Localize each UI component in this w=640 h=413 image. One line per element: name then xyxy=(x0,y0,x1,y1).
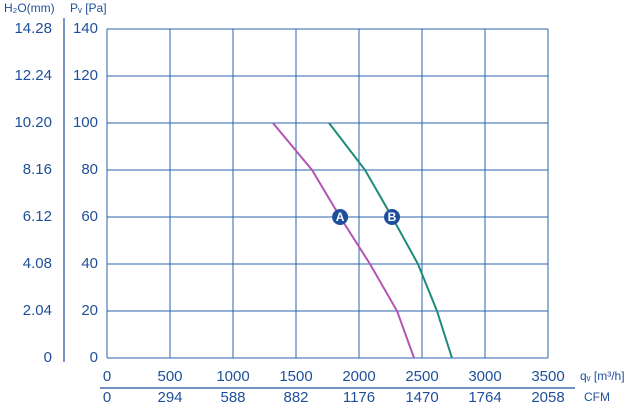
y2-tick-label: 12.24 xyxy=(14,67,52,84)
x-axis-label: qᵥ [m³/h] xyxy=(580,369,625,383)
y-tick-label: 60 xyxy=(81,208,98,225)
y2-tick-label: 6.12 xyxy=(23,208,52,225)
x-tick-label: 1500 xyxy=(279,368,312,385)
x-tick-label: 3500 xyxy=(531,368,564,385)
x2-tick-label: 1176 xyxy=(343,389,375,406)
series-marker xyxy=(332,209,349,225)
y2-tick-label: 4.08 xyxy=(23,255,52,272)
y2-tick-label: 2.04 xyxy=(23,302,52,319)
x2-axis-label: CFM xyxy=(584,390,610,404)
y2-axis-label: H₂O(mm) xyxy=(4,1,55,15)
y-tick-label: 120 xyxy=(73,67,98,84)
y-tick-label: 80 xyxy=(81,161,98,178)
series-line xyxy=(328,122,453,359)
series-line xyxy=(272,122,416,359)
x-tick-label: 1000 xyxy=(216,368,249,385)
y2-tick-label: 0 xyxy=(44,349,52,366)
x2-tick-label: 294 xyxy=(157,389,182,406)
x2-tick-label: 2058 xyxy=(531,389,564,406)
y2-tick-label: 14.28 xyxy=(14,20,52,37)
x-tick-label: 500 xyxy=(157,368,182,385)
y-tick-label: 140 xyxy=(73,20,98,37)
x2-tick-label: 0 xyxy=(103,389,111,406)
y2-tick-label: 8.16 xyxy=(23,161,52,178)
y-tick-label: 100 xyxy=(73,114,98,131)
x-tick-label: 2500 xyxy=(405,368,438,385)
y2-tick-label: 10.20 xyxy=(14,114,52,131)
y-tick-label: 20 xyxy=(81,302,98,319)
x2-tick-label: 1764 xyxy=(468,389,501,406)
series-label: B xyxy=(388,210,397,224)
y-tick-label: 0 xyxy=(90,349,98,366)
x2-tick-label: 882 xyxy=(283,389,308,406)
x-tick-label: 2000 xyxy=(342,368,375,385)
y-tick-label: 40 xyxy=(81,255,98,272)
series-label: A xyxy=(336,210,345,224)
x2-tick-label: 1470 xyxy=(405,389,438,406)
series-marker xyxy=(384,209,401,225)
x-tick-label: 3000 xyxy=(468,368,501,385)
x2-tick-label: 588 xyxy=(220,389,245,406)
x-tick-label: 0 xyxy=(103,368,111,385)
y-axis-label: Pᵥ [Pa] xyxy=(70,1,107,15)
